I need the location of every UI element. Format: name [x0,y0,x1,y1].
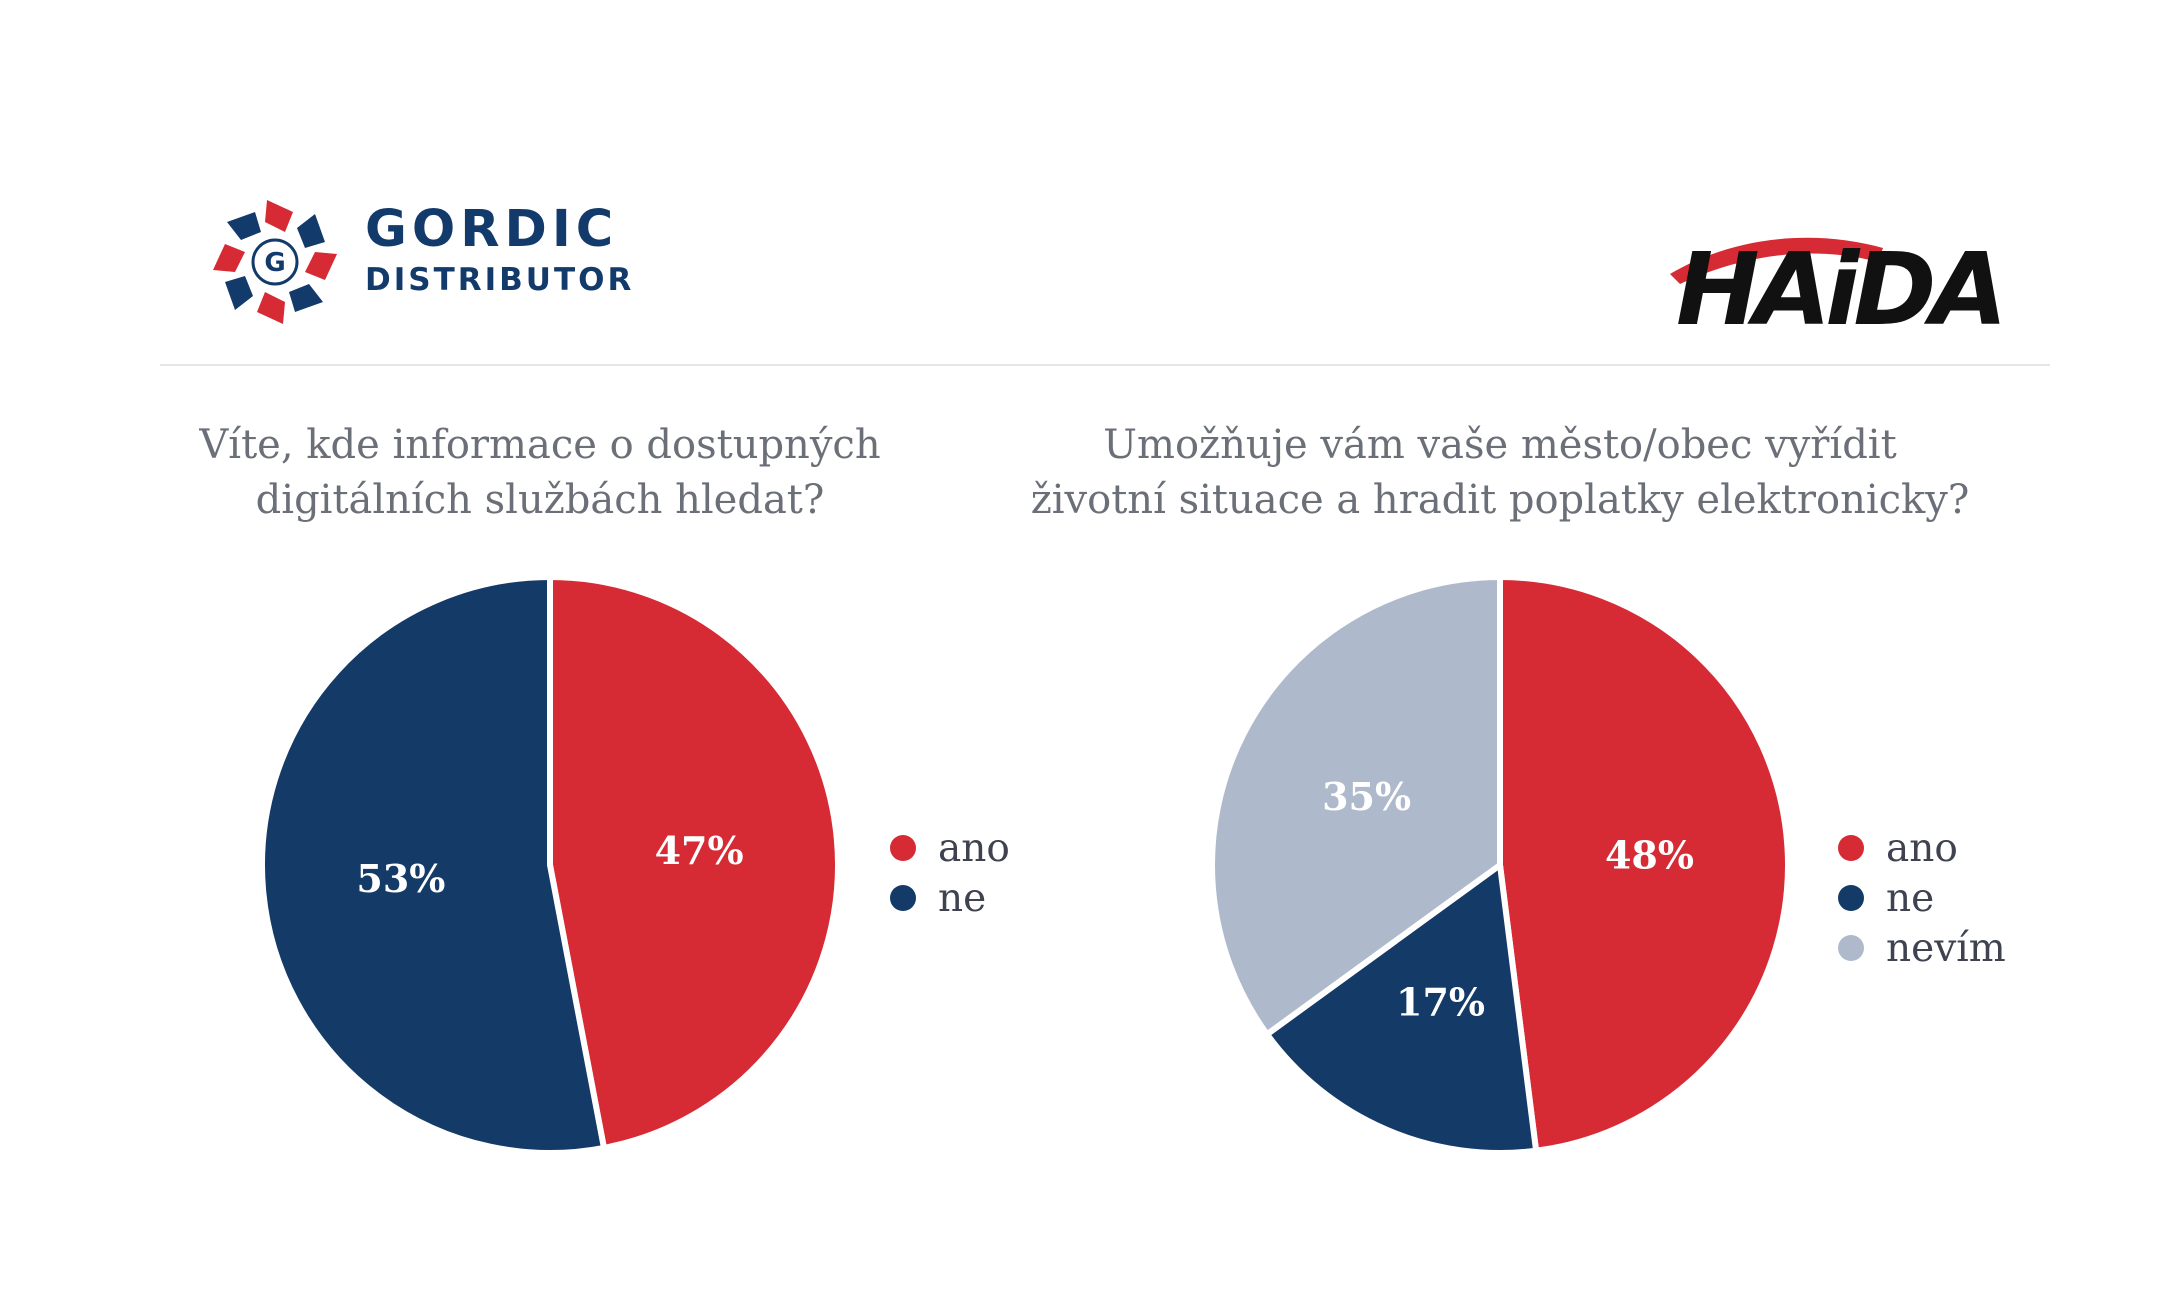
chart2-slice-nevím [1209,574,1503,1038]
chart1-legend-dot-ne [890,885,916,911]
chart2-label-ano: 48% [1605,833,1694,878]
chart2-legend-dot-ne [1838,885,1864,911]
chart1-legend-label-ano: ano [938,825,1010,871]
header-divider [160,364,2050,366]
gordic-subtitle: DISTRIBUTOR [365,262,635,298]
gordic-name: GORDIC [365,200,619,259]
gordic-wordmark: GORDIC DISTRIBUTOR [365,200,634,300]
chart2-pie: 48% 17% 35% [1209,574,1791,1156]
haida-logo: HAiDA [1670,231,2008,342]
chart1-legend-label-ne: ne [938,875,987,921]
chart2-legend-label-ne: ne [1886,875,1935,921]
chart2-title-line1: Umožňuje vám vaše město/obec vyřídit [1103,422,1897,468]
chart1-title-line2: digitálních službách hledat? [255,477,825,523]
chart2-legend-label-nevím: nevím [1886,925,2006,971]
chart2-legend-item-ano: ano [1838,823,2006,873]
chart2-legend-dot-nevím [1838,935,1864,961]
chart1-label-ano: 47% [655,828,744,873]
gordic-logo-icon: G [213,200,337,324]
chart1-title: Víte, kde informace o dostupných digitál… [140,418,940,528]
chart1-slice-ne [259,574,607,1156]
chart1-legend-item-ne: ne [890,873,1010,923]
chart2-label-nevím: 35% [1322,774,1411,819]
chart2-legend-item-ne: ne [1838,873,2006,923]
chart1-legend: ano ne [890,823,1010,923]
chart1-label-ne: 53% [356,856,445,901]
haida-wordmark: HAiDA [1676,231,2002,342]
chart2-legend-item-nevím: nevím [1838,923,2006,973]
svg-text:G: G [264,248,285,278]
chart2-slice-ano [1497,574,1791,1154]
chart1-title-line1: Víte, kde informace o dostupných [199,422,881,468]
chart1-legend-dot-ano [890,835,916,861]
chart2-legend-label-ano: ano [1886,825,1958,871]
header: G GORDIC DISTRIBUTOR HAiDA [0,0,2184,370]
chart1-pie: 47% 53% [259,574,841,1156]
chart2-slice-ne [1264,862,1540,1156]
chart2-label-ne: 17% [1396,979,1485,1024]
chart2-title-line2: životní situace a hradit poplatky elektr… [1030,477,1970,523]
chart2-legend-dot-ano [1838,835,1864,861]
chart1-legend-item-ano: ano [890,823,1010,873]
chart2-title: Umožňuje vám vaše město/obec vyřídit živ… [990,418,2010,528]
chart2-legend: ano ne nevím [1838,823,2006,973]
chart1-slice-ano [547,574,841,1151]
